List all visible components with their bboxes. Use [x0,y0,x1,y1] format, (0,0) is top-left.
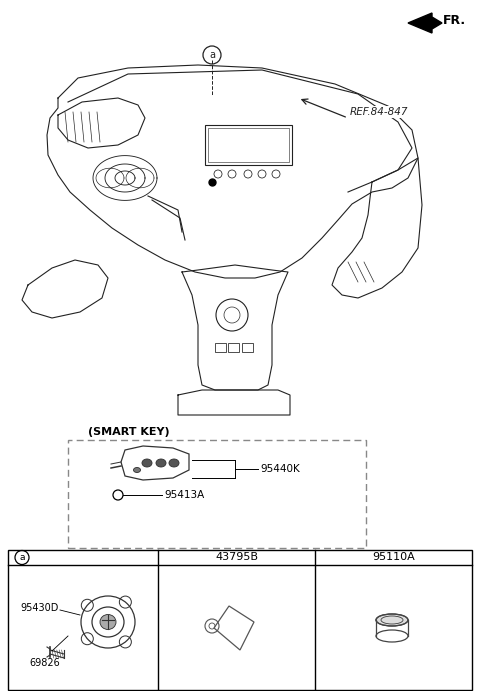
Text: a: a [209,50,215,60]
Ellipse shape [376,614,408,626]
Text: 95413A: 95413A [164,490,204,500]
Ellipse shape [156,459,166,467]
Ellipse shape [142,459,152,467]
Bar [68,440,366,548]
Polygon shape [408,13,442,33]
Bar [215,343,226,352]
Bar [8,550,472,690]
Ellipse shape [100,614,116,630]
Text: 95110A: 95110A [372,553,415,562]
Text: a: a [19,553,25,562]
Bar [228,343,239,352]
Text: REF.84-847: REF.84-847 [350,107,408,117]
Text: 69826: 69826 [30,658,60,668]
Text: FR.: FR. [443,14,466,26]
Text: (SMART KEY): (SMART KEY) [88,427,169,437]
Ellipse shape [133,468,141,473]
Ellipse shape [169,459,179,467]
Text: 95440K: 95440K [260,464,300,474]
Text: 95430D: 95430D [20,603,59,613]
Text: 43795B: 43795B [215,553,258,562]
Bar [242,343,253,352]
